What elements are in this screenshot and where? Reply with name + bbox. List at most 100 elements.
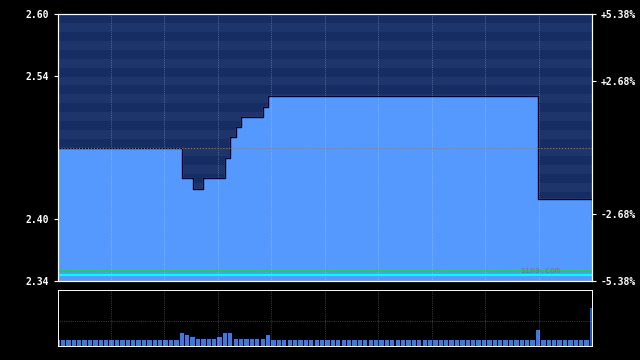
Bar <box>58 263 592 272</box>
Bar <box>471 340 476 346</box>
Bar <box>58 68 592 77</box>
Bar <box>58 50 592 59</box>
Bar <box>58 245 592 254</box>
Bar <box>244 339 249 346</box>
Bar <box>493 340 497 346</box>
Bar <box>276 340 281 346</box>
Bar <box>412 340 416 346</box>
Bar <box>212 339 216 346</box>
Bar <box>557 340 562 346</box>
Bar <box>93 340 97 346</box>
Bar <box>547 340 551 346</box>
Bar <box>563 340 567 346</box>
Text: sina.com: sina.com <box>520 266 560 275</box>
Bar <box>342 340 346 346</box>
Bar <box>449 340 454 346</box>
Bar <box>228 333 232 346</box>
Bar <box>385 340 389 346</box>
Bar <box>207 339 211 346</box>
Bar <box>438 340 443 346</box>
Bar <box>115 340 119 346</box>
Bar <box>406 340 411 346</box>
Bar <box>58 103 592 112</box>
Bar <box>477 340 481 346</box>
Bar <box>487 340 492 346</box>
Bar <box>58 254 592 263</box>
Bar <box>88 340 92 346</box>
Bar <box>223 333 227 346</box>
Bar <box>498 340 502 346</box>
Bar <box>422 340 427 346</box>
Bar <box>58 139 592 148</box>
Bar <box>58 219 592 228</box>
Bar <box>58 130 592 139</box>
Bar <box>58 237 592 245</box>
Bar <box>584 340 589 346</box>
Bar <box>66 340 70 346</box>
Bar <box>109 340 114 346</box>
Bar <box>147 340 152 346</box>
Bar <box>190 337 195 346</box>
Bar <box>174 340 179 346</box>
Bar <box>58 192 592 201</box>
Bar <box>401 340 405 346</box>
Bar <box>541 340 545 346</box>
Bar <box>336 340 340 346</box>
Bar <box>58 59 592 68</box>
Bar <box>520 340 524 346</box>
Bar <box>58 148 592 157</box>
Bar <box>56 340 60 346</box>
Bar <box>271 340 276 346</box>
Bar <box>58 77 592 85</box>
Bar <box>152 340 157 346</box>
Bar <box>482 340 486 346</box>
Bar <box>185 335 189 346</box>
Bar <box>250 339 254 346</box>
Bar <box>515 340 518 346</box>
Bar <box>180 333 184 346</box>
Bar <box>282 340 287 346</box>
Bar <box>77 340 81 346</box>
Bar <box>58 121 592 130</box>
Bar <box>255 339 259 346</box>
Bar <box>125 340 130 346</box>
Bar <box>433 340 438 346</box>
Bar <box>58 14 592 23</box>
Bar <box>347 340 351 346</box>
Bar <box>309 340 314 346</box>
Bar <box>396 340 400 346</box>
Bar <box>536 330 540 346</box>
Bar <box>293 340 297 346</box>
Bar <box>58 32 592 41</box>
Bar <box>99 340 103 346</box>
Bar <box>304 340 308 346</box>
Bar <box>358 340 362 346</box>
Bar <box>239 339 243 346</box>
Bar <box>287 340 292 346</box>
Bar <box>525 340 529 346</box>
Bar <box>58 157 592 165</box>
Bar <box>531 340 535 346</box>
Bar <box>169 340 173 346</box>
Bar <box>158 340 163 346</box>
Bar <box>320 340 324 346</box>
Bar <box>58 23 592 32</box>
Bar <box>568 340 573 346</box>
Bar <box>58 272 592 281</box>
Bar <box>61 340 65 346</box>
Bar <box>504 340 508 346</box>
Bar <box>234 339 238 346</box>
Bar <box>314 340 319 346</box>
Bar <box>266 335 270 346</box>
Bar <box>573 340 578 346</box>
Bar <box>201 339 205 346</box>
Bar <box>58 183 592 192</box>
Bar <box>444 340 449 346</box>
Bar <box>417 340 421 346</box>
Bar <box>120 340 125 346</box>
Bar <box>260 339 265 346</box>
Bar <box>131 340 135 346</box>
Bar <box>590 309 594 346</box>
Bar <box>136 340 141 346</box>
Bar <box>509 340 513 346</box>
